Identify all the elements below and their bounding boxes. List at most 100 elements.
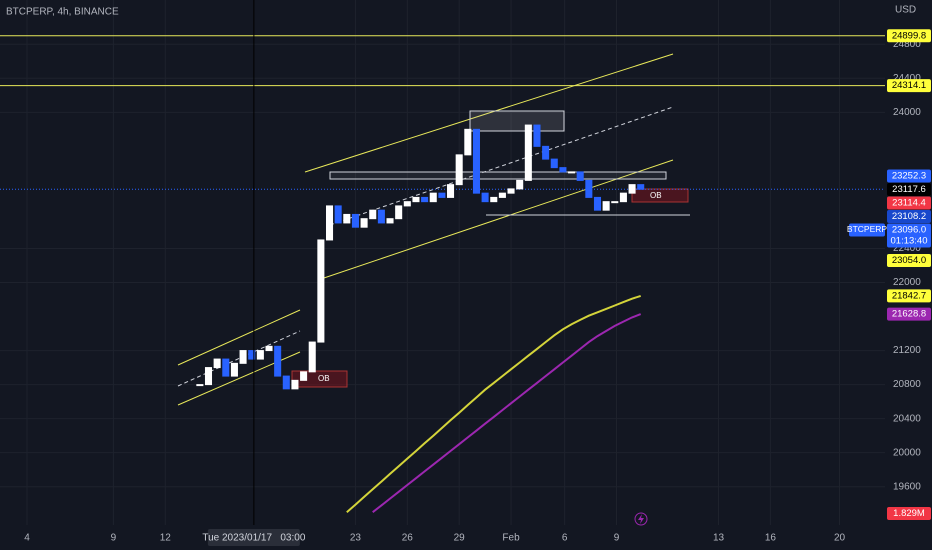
candle-body [429,192,437,203]
price-tag-label: 24314.1 [892,80,926,91]
x-tick-label: 4 [24,533,30,544]
candle-body [265,345,273,352]
candle-body [386,218,394,224]
candle-body [602,201,610,211]
y-tick-label: 21200 [893,345,921,356]
price-tag-label: 21842.7 [892,290,926,301]
candle-body [490,196,498,203]
moving-average [372,313,642,513]
candle-body [403,201,411,207]
channel-line [304,53,674,173]
zone-box [329,171,667,180]
candle-body [360,218,368,228]
candle-body [481,192,489,203]
price-tag [887,169,931,183]
candle-body [325,205,334,241]
x-tick-label: 13 [713,533,725,544]
candle-body [230,362,238,377]
last-price-tag [887,223,931,248]
candle-body [637,184,645,190]
candle-body [464,128,472,156]
candle-body [377,209,385,224]
candle-body [351,213,359,228]
candle-body [516,179,524,190]
candle-body [213,358,221,369]
crosshair-tag [207,529,300,546]
x-tick-label: 26 [402,533,414,544]
chart-title: BTCPERP, 4h, BINANCE [6,7,119,18]
price-tag-label: 23117.6 [892,184,926,195]
symbol-label: BTCPERP [847,224,887,234]
candle-body [498,192,506,198]
x-tick-label: 9 [614,533,620,544]
channel-mid [177,330,301,387]
x-tick-label: 23 [350,533,362,544]
moving-average [346,294,642,513]
candle-body [507,188,515,194]
candle-body [524,124,532,181]
price-tag [887,182,931,196]
y-tick-label: 19600 [893,481,921,492]
candle-body [395,205,403,220]
candle-body [533,124,541,147]
price-tag [887,209,931,223]
candle-body [334,205,342,224]
ob-label: OB [650,191,662,200]
axis-unit: USD [895,5,916,16]
countdown: 01:13:40 [891,235,928,246]
candle-body [438,192,446,198]
candle-body [317,239,325,343]
price-tag [887,253,931,267]
price-tag-label: 23108.2 [892,211,926,222]
y-tick-label: 24800 [893,39,921,50]
crosshair-label: Tue 2023/01/17 03:00 [202,533,305,544]
candle-body [256,350,264,360]
x-tick-label: Feb [502,533,520,544]
grid [0,0,885,525]
price-tag-label: 21628.8 [892,309,926,320]
candle-body [274,345,282,377]
price-tag [887,196,931,210]
price-tag [887,289,931,303]
candle-body [222,358,230,377]
candle-body [291,379,299,390]
candle-body [542,145,550,160]
candle-body [343,213,351,224]
y-tick-label: 22000 [893,277,921,288]
x-tick-label: 12 [160,533,172,544]
candle-body [472,128,480,194]
symbol-tag [849,223,885,237]
candle-body [412,196,420,203]
candle-body [628,184,636,194]
plot [0,0,885,525]
price-tag-label: 24899.8 [892,30,926,41]
drawings [177,53,690,406]
candle-body [619,192,627,203]
candle-body [204,367,213,386]
candle-body [611,201,619,204]
volume-tag-label: 1.829M [893,508,925,519]
candle-body [593,196,602,211]
channel-line [177,309,301,366]
candle-body [585,179,593,198]
candle-body [559,167,567,173]
candle-body [550,158,558,169]
candle-body [300,371,308,381]
candle-body [308,341,316,373]
price-tag-label: 23114.4 [892,197,926,208]
x-tick-label: 6 [562,533,568,544]
volume-tag [887,507,931,520]
price-tag [887,29,931,43]
channel-mid [329,106,674,226]
y-tick-label: 20800 [893,379,921,390]
lightning-icon[interactable] [634,512,648,526]
candle-body [196,384,204,387]
axes: 19600 20000 20400 20800 21200 22000 22400 24000… [24,29,931,546]
x-tick-label: 16 [765,533,777,544]
x-tick-label: 9 [111,533,117,544]
last-price-label: 23096.0 [892,224,926,235]
